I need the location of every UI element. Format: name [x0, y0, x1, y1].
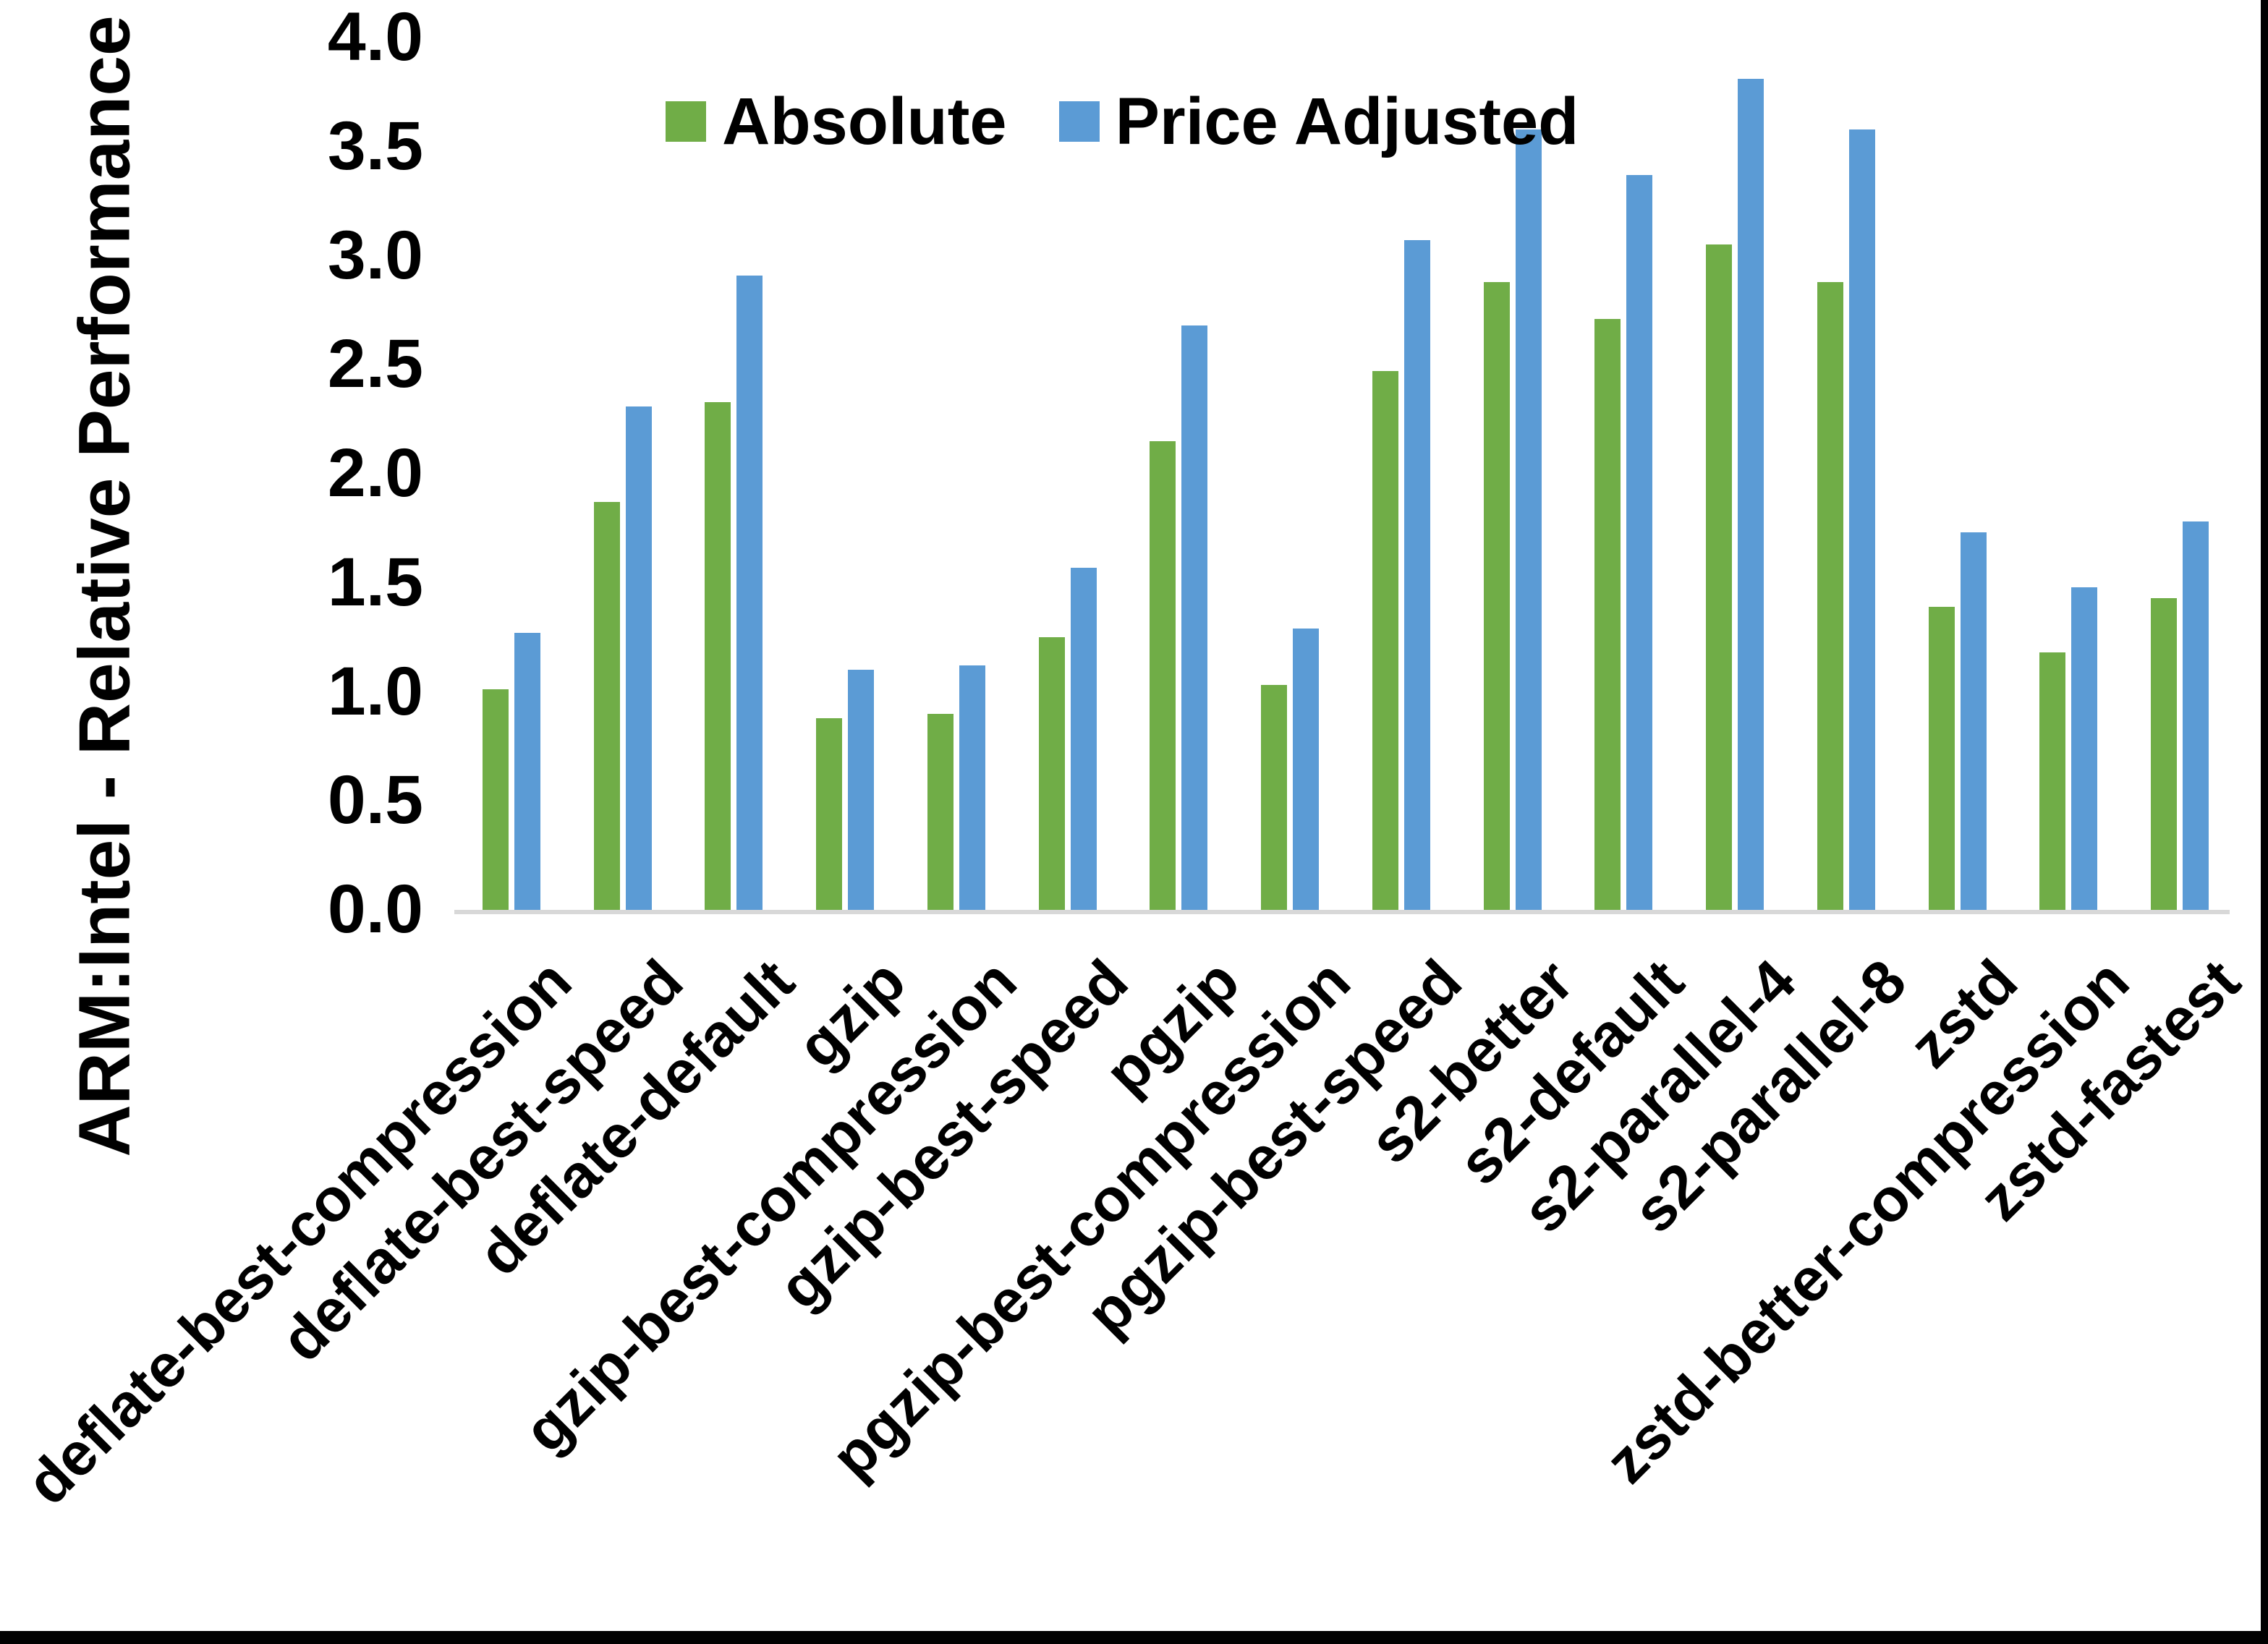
y-tick-label-1.5: 1.5 [327, 543, 423, 621]
bar-price-adjusted-gzip [848, 670, 875, 910]
legend: Absolute Price Adjusted [666, 85, 1579, 158]
bar-absolute-gzip [816, 717, 843, 910]
right-border [2261, 0, 2268, 1644]
bar-absolute-pgzip-best-compression [1261, 685, 1288, 910]
bar-price-adjusted-s2-better [1515, 129, 1542, 910]
bottom-border [0, 1631, 2268, 1644]
bar-absolute-s2-parallel-4 [1706, 244, 1733, 910]
bar-absolute-gzip-best-compression [927, 713, 954, 910]
y-axis-title-text: ARM:Intel - Relative Performance [64, 14, 145, 1157]
legend-item-price-adjusted: Price Adjusted [1058, 85, 1579, 158]
bar-price-adjusted-gzip-best-compression [959, 665, 985, 910]
bar-price-adjusted-s2-parallel-4 [1738, 79, 1764, 910]
bar-price-adjusted-zstd-better-compression [2071, 587, 2098, 910]
bar-price-adjusted-gzip-best-speed [1070, 567, 1097, 910]
bar-price-adjusted-s2-parallel-8 [1848, 129, 1875, 910]
bar-price-adjusted-s2-default [1626, 174, 1653, 910]
bar-absolute-zstd [1928, 606, 1955, 910]
y-tick-label-4.0: 4.0 [327, 0, 423, 75]
y-tick-label-0.0: 0.0 [327, 871, 423, 947]
bar-absolute-deflate-default [705, 401, 731, 910]
bar-price-adjusted-zstd [1960, 532, 1987, 910]
legend-item-absolute: Absolute [666, 85, 1007, 158]
y-tick-label-3.0: 3.0 [327, 216, 423, 294]
bar-absolute-zstd-better-compression [2039, 652, 2066, 910]
bar-absolute-deflate-best-compression [482, 689, 509, 910]
y-tick-label-1.0: 1.0 [327, 652, 423, 730]
bar-price-adjusted-deflate-best-speed [625, 406, 652, 910]
bar-price-adjusted-pgzip-best-speed [1403, 240, 1430, 910]
legend-swatch-icon [1058, 101, 1100, 142]
bar-absolute-pgzip-best-speed [1372, 371, 1398, 910]
bar-price-adjusted-pgzip [1181, 325, 1208, 910]
legend-label: Absolute [722, 85, 1007, 158]
y-tick-label-2.0: 2.0 [327, 435, 423, 511]
bar-absolute-s2-better [1483, 281, 1510, 910]
bar-absolute-pgzip [1150, 440, 1176, 910]
bar-absolute-zstd-fastest [2151, 597, 2178, 910]
y-tick-label-3.5: 3.5 [327, 107, 423, 184]
bar-price-adjusted-deflate-best-compression [514, 633, 540, 910]
bar-absolute-deflate-best-speed [593, 502, 620, 910]
legend-swatch-icon [666, 101, 706, 142]
y-tick-label-0.5: 0.5 [327, 762, 423, 839]
bar-absolute-s2-default [1594, 318, 1621, 910]
y-tick-label-2.5: 2.5 [327, 325, 423, 403]
bar-absolute-gzip-best-speed [1038, 637, 1065, 910]
bar-price-adjusted-zstd-fastest [2183, 521, 2209, 910]
bar-absolute-s2-parallel-8 [1817, 281, 1843, 910]
y-axis-title: ARM:Intel - Relative Performance [22, 0, 188, 1172]
bar-price-adjusted-deflate-default [736, 275, 763, 910]
x-axis-line [454, 910, 2230, 914]
legend-label: Price Adjusted [1115, 85, 1579, 158]
bar-price-adjusted-pgzip-best-compression [1293, 629, 1320, 910]
